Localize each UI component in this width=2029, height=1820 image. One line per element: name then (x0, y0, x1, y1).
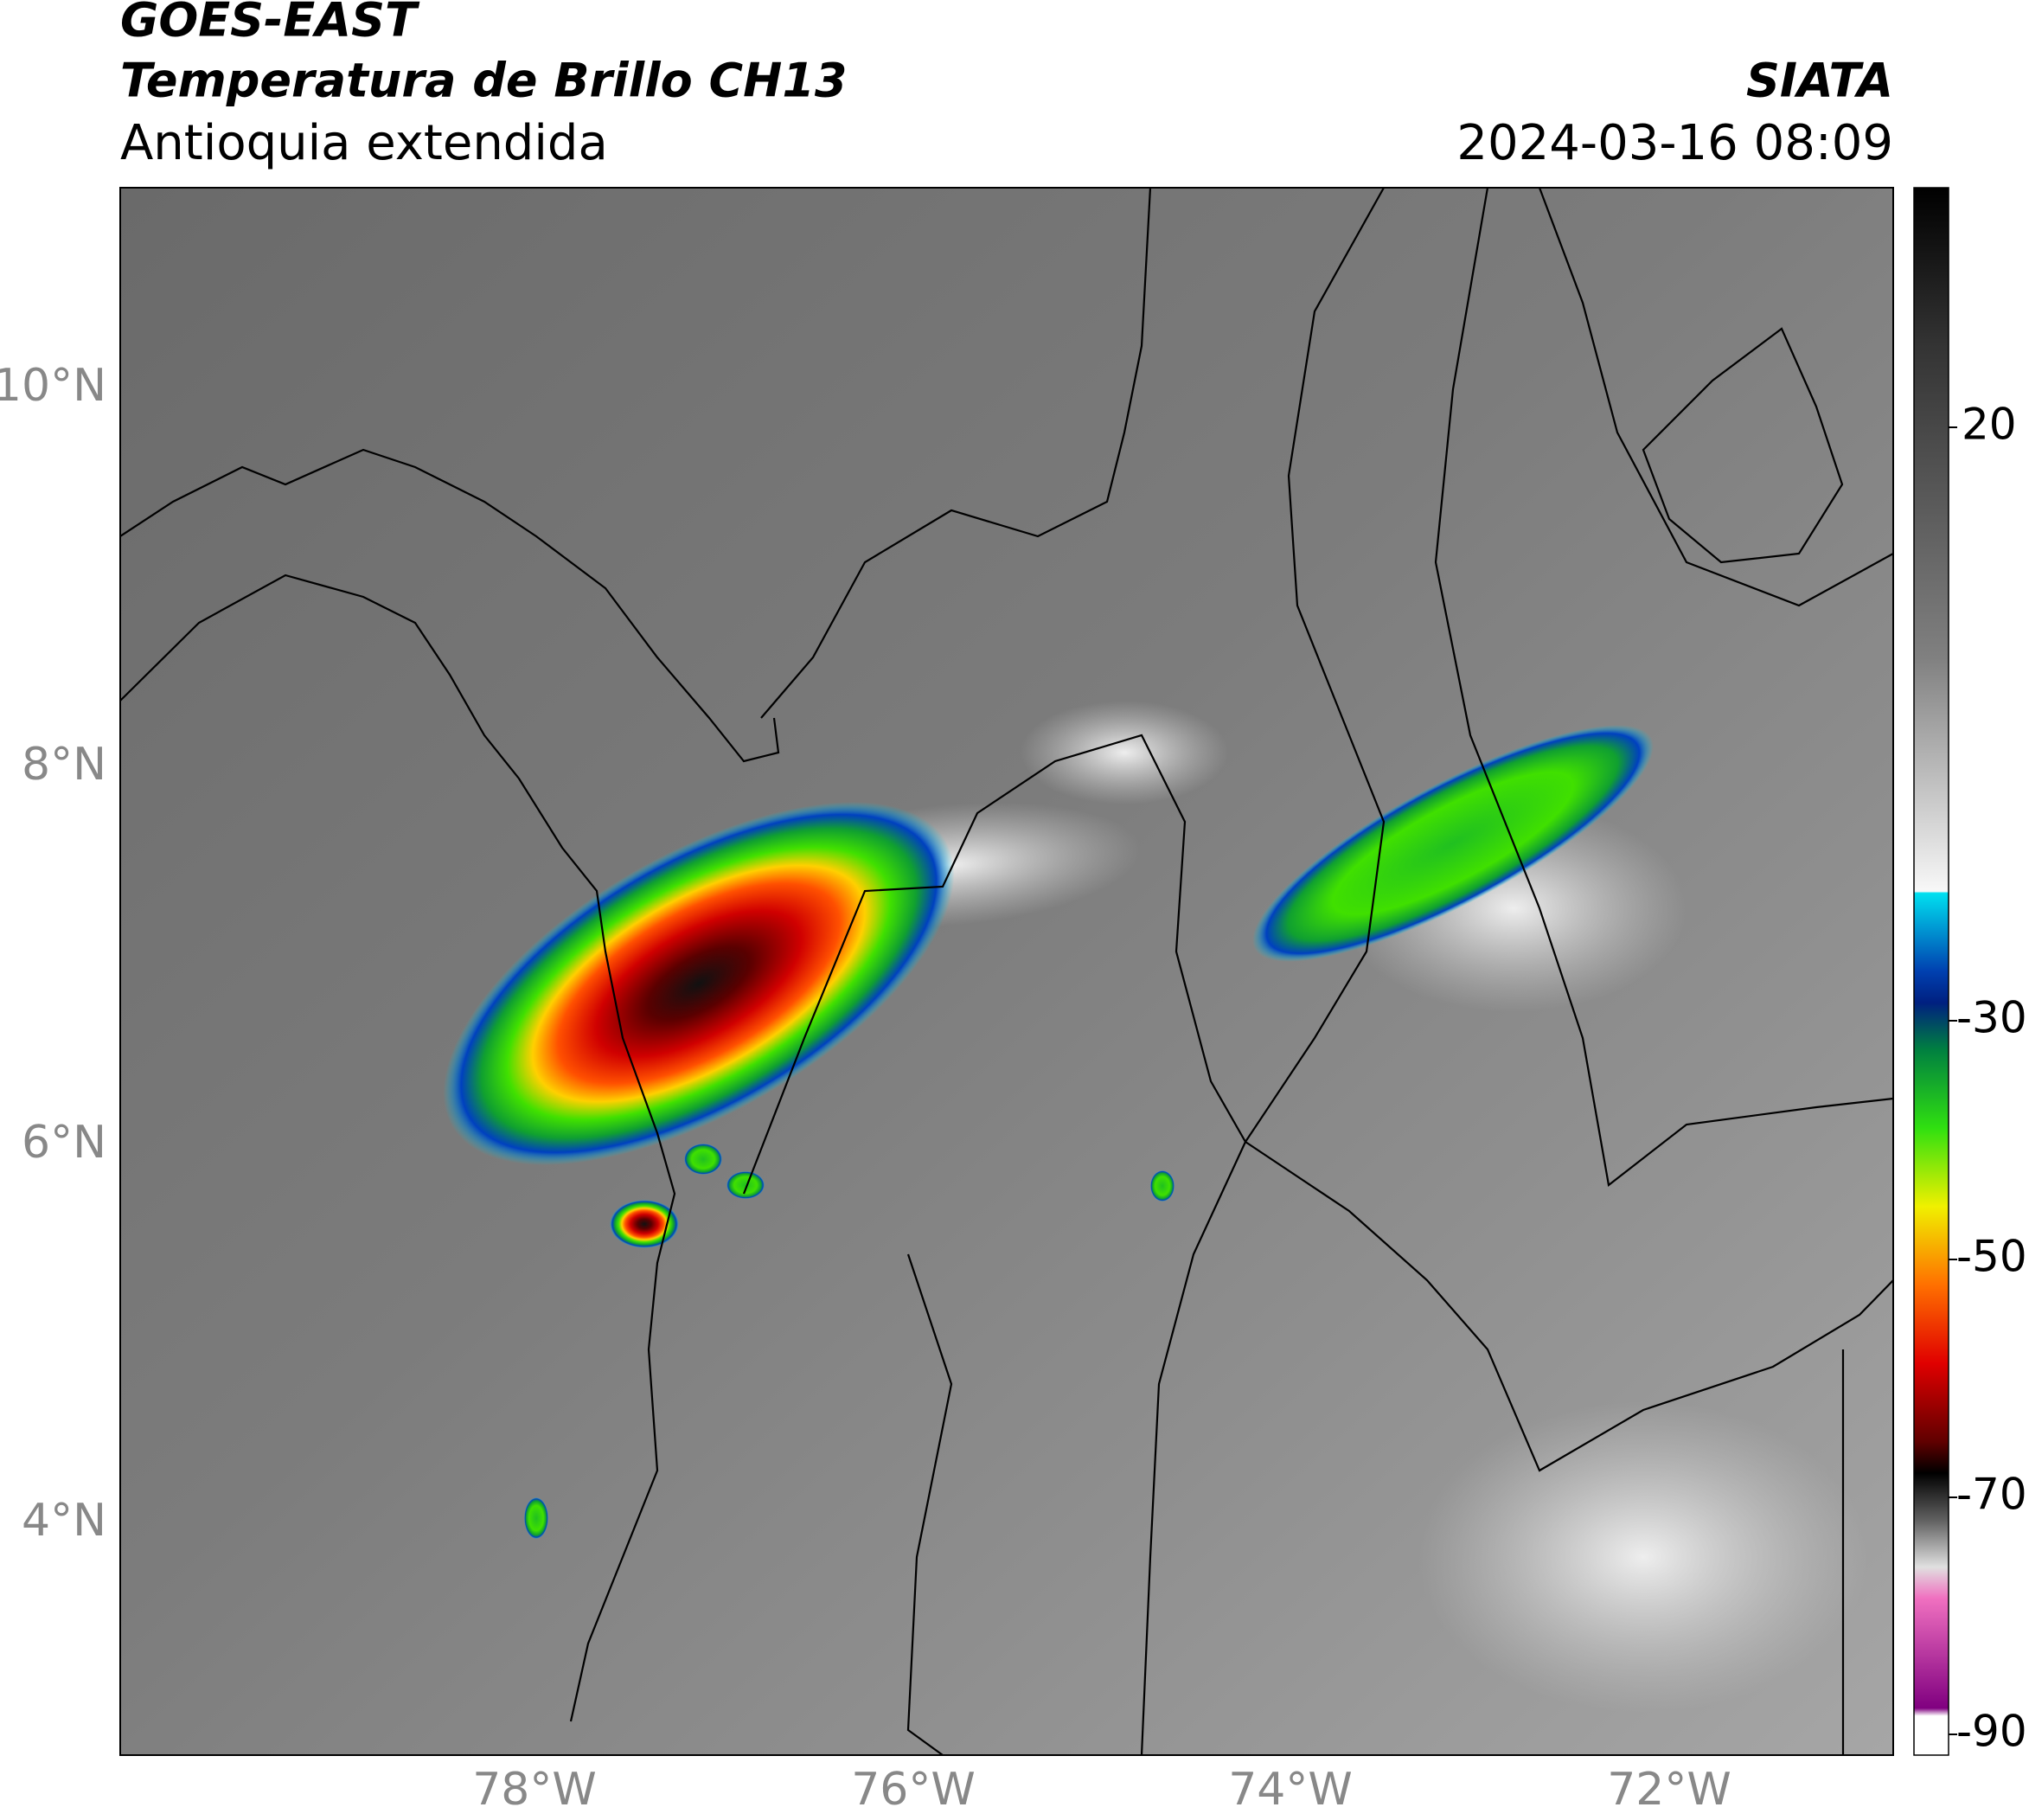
lat-label: 6°N (22, 1117, 106, 1169)
lat-label: 10°N (0, 360, 106, 412)
colorbar-tick-label: -70 (1956, 1470, 2027, 1520)
region-subtitle: Antioquia extendida (120, 115, 608, 171)
lon-labels: 78°W 76°W 74°W 72°W (472, 1764, 1731, 1816)
datetime-label: 2024-03-16 08:09 (1456, 115, 1893, 171)
satellite-title: GOES-EAST (120, 0, 420, 48)
colorbar-tick-label: -30 (1956, 993, 2027, 1043)
colorbar-tick-label: -50 (1956, 1232, 2027, 1282)
lat-label: 8°N (22, 739, 106, 791)
lon-label: 72°W (1607, 1764, 1731, 1816)
colorbar-tick-label: 20 (1962, 400, 2017, 450)
colorbar-tick-label: -90 (1956, 1707, 2027, 1757)
colorbar (1913, 187, 1949, 1756)
source-label: SIATA (1746, 54, 1893, 108)
lon-label: 78°W (472, 1764, 597, 1816)
map-image (120, 188, 1893, 1755)
colorbar-ticks: 20 -30 -50 -70 -90 (1949, 400, 2027, 1757)
lat-labels: 10°N 8°N 6°N 4°N (0, 360, 106, 1547)
lon-label: 76°W (851, 1764, 976, 1816)
lat-label: 4°N (22, 1495, 106, 1547)
product-title: Temperatura de Brillo CH13 (120, 54, 848, 108)
lon-label: 74°W (1228, 1764, 1353, 1816)
map-frame (119, 187, 1894, 1756)
